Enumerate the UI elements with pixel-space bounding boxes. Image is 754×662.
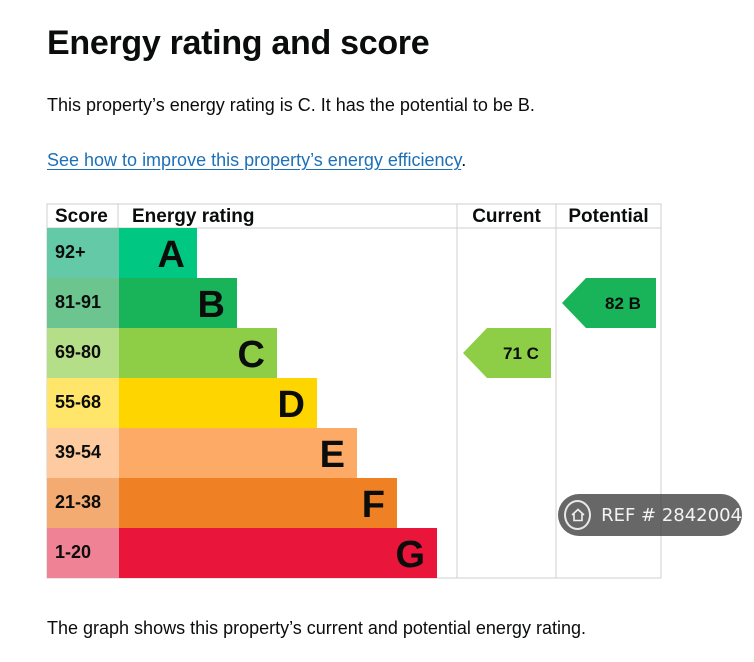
score-range-a: 92+ [55,242,86,262]
score-range-f: 21-38 [55,492,101,512]
rating-letter-a: A [158,234,185,276]
rating-bar-f [119,478,397,528]
score-range-g: 1-20 [55,542,91,562]
score-range-e: 39-54 [55,442,101,462]
current-arrow [463,328,551,378]
score-column-header: Score [55,206,108,227]
score-cell-c [47,328,119,378]
potential-rating-label: 82 B [605,294,641,313]
rating-letter-d: D [278,384,305,426]
reference-watermark: REF # 2842004 [558,494,742,536]
rating-summary: This property’s energy rating is C. It h… [47,95,535,115]
rating-letter-g: G [395,534,425,576]
current-column-header: Current [472,206,541,227]
rating-column-header: Energy rating [132,206,254,227]
rating-bar-b [119,278,237,328]
potential-arrow [562,278,656,328]
score-range-b: 81-91 [55,292,101,312]
rating-letter-b: B [198,284,225,326]
score-cell-e [47,428,119,478]
score-cell-g [47,528,119,578]
rating-bar-d [119,378,317,428]
rating-letter-f: F [362,484,385,526]
score-cell-a [47,228,119,278]
link-period: . [461,150,467,170]
home-icon [564,500,592,530]
rating-letter-c: C [238,334,265,376]
reference-number: REF # 2842004 [601,504,742,526]
score-cell-f [47,478,119,528]
score-cell-b [47,278,119,328]
current-rating-label: 71 C [503,344,539,363]
page-title: Energy rating and score [47,24,430,62]
rating-bar-c [119,328,277,378]
rating-bar-e [119,428,357,478]
score-range-d: 55-68 [55,392,101,412]
rating-bar-g [119,528,437,578]
improve-efficiency-link[interactable]: See how to improve this property’s energ… [47,148,466,172]
rating-bar-a [119,228,197,278]
rating-letter-e: E [320,434,345,476]
improve-efficiency-link-text: See how to improve this property’s energ… [47,150,462,170]
chart-caption: The graph shows this property’s current … [47,618,586,638]
score-cell-d [47,378,119,428]
potential-column-header: Potential [568,206,648,227]
score-range-c: 69-80 [55,342,101,362]
